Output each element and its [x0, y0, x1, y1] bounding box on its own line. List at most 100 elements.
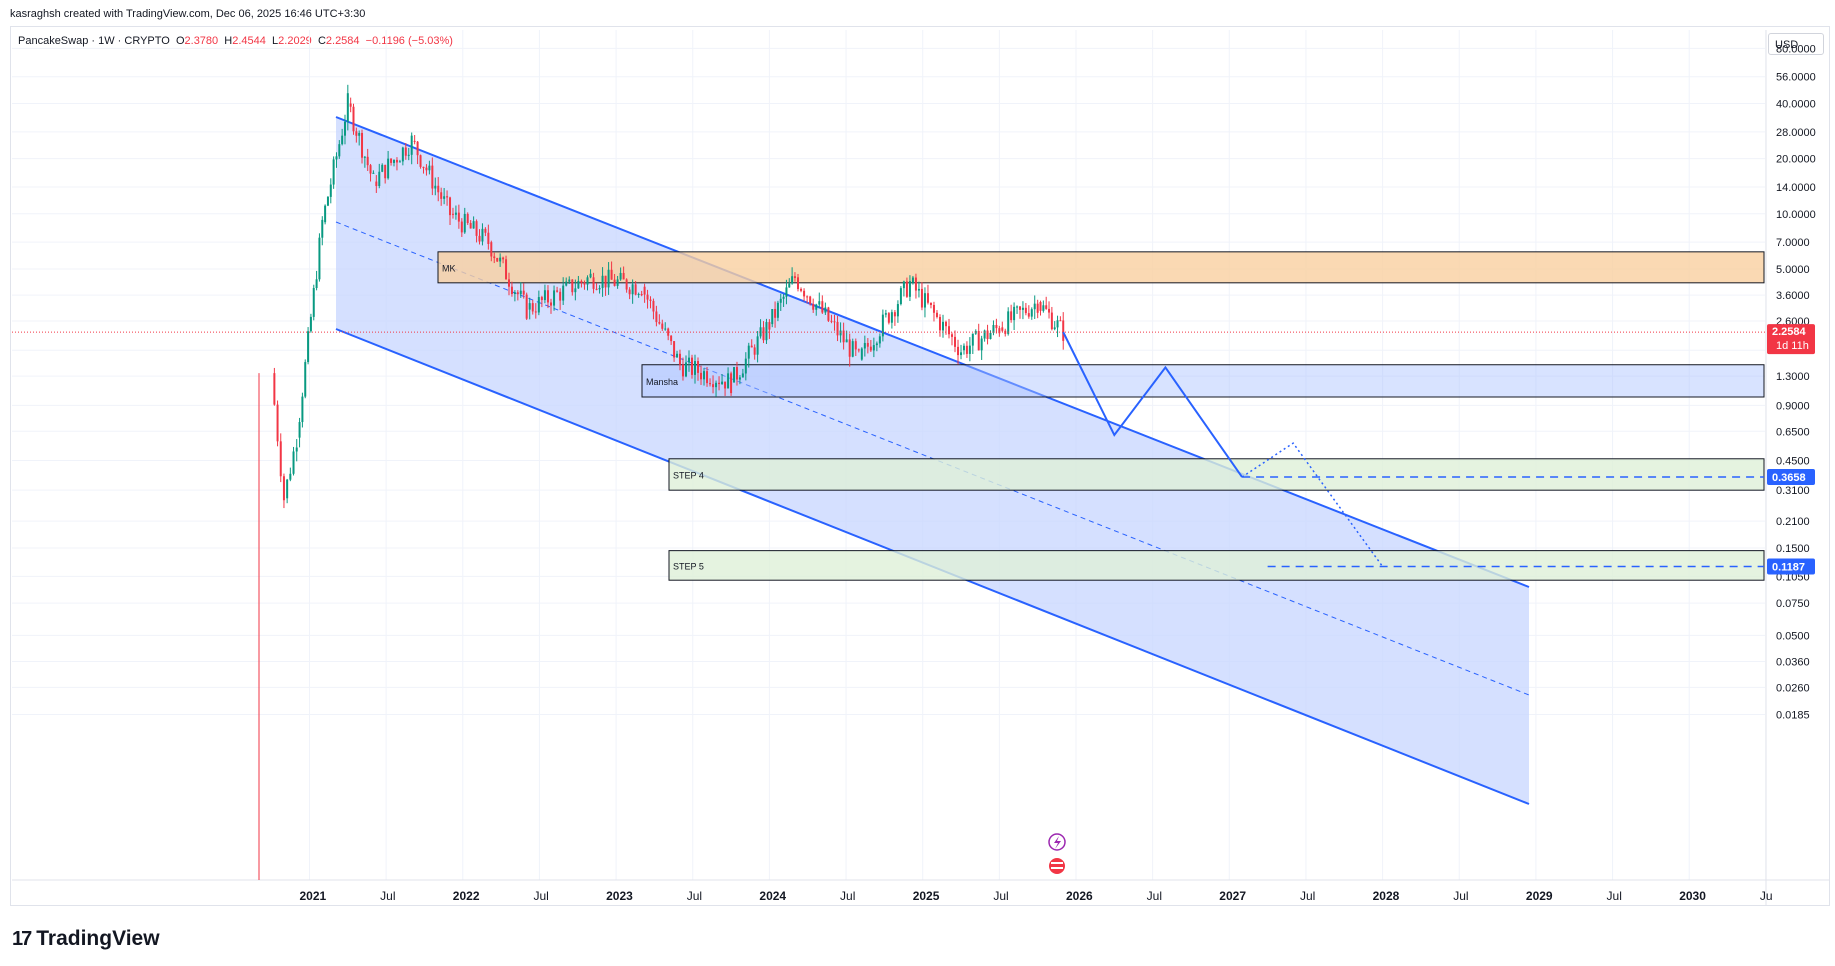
last-price-badge	[1767, 324, 1815, 355]
candle-body	[366, 156, 369, 166]
candle-body	[681, 364, 684, 377]
candle-body	[980, 338, 983, 351]
candle-body	[355, 131, 358, 136]
candle-body	[733, 367, 736, 383]
candle-body	[460, 221, 463, 233]
candle-body	[273, 373, 276, 405]
candle-body	[905, 281, 908, 297]
candle-body	[534, 311, 537, 313]
chart-frame	[10, 26, 1830, 906]
candle-body	[571, 279, 574, 293]
x-tick-label: 2022	[453, 889, 480, 903]
candle-body	[694, 361, 697, 375]
x-tick-label: 2030	[1679, 889, 1706, 903]
zone-box	[437, 251, 1765, 284]
y-tick-label: 10.0000	[1776, 209, 1816, 221]
candle-body	[842, 330, 845, 343]
candle-body	[1027, 313, 1030, 317]
x-axis: 2021 Jul 2022 Jul 2023 Jul 2024 Jul 2025 Jul 2026 J…	[300, 889, 1773, 903]
candle-body	[301, 396, 304, 423]
last-price-text: 2.2584	[1772, 326, 1807, 338]
y-tick-label: 0.1500	[1776, 543, 1810, 555]
candle-body	[908, 281, 911, 297]
candle-body	[604, 275, 607, 288]
candle-body	[1007, 311, 1010, 334]
candle-body	[592, 277, 595, 289]
candle-body	[304, 362, 307, 397]
candle-body	[741, 373, 744, 378]
x-tick-label: Jul	[687, 889, 702, 903]
currency-selector[interactable]: USD	[1768, 33, 1824, 55]
candle-body	[454, 212, 457, 215]
candle-body	[960, 352, 963, 356]
candle-body	[932, 304, 935, 313]
tradingview-logo[interactable]: 17 TradingView	[12, 927, 160, 951]
candle-body	[911, 277, 914, 283]
candle-body	[690, 357, 693, 375]
candle-body	[863, 342, 866, 349]
candle-body	[315, 279, 318, 289]
candle-body	[298, 422, 301, 438]
candle-body	[428, 165, 431, 171]
candle-body	[800, 288, 803, 291]
candle-body	[475, 221, 478, 236]
candle-body	[279, 441, 282, 477]
candle-body	[1050, 312, 1053, 330]
candle-body	[664, 328, 667, 330]
high-label: H	[224, 35, 233, 47]
candle-body	[923, 293, 926, 308]
x-tick-label: Jul	[1453, 889, 1468, 903]
candle-body	[481, 228, 484, 242]
candle-body	[957, 346, 960, 356]
candle-body	[881, 314, 884, 337]
candle-body	[419, 155, 422, 167]
candle-body	[451, 213, 454, 215]
candle-body	[381, 164, 384, 172]
x-tick-label: Jul	[993, 889, 1008, 903]
candle-body	[929, 302, 932, 305]
candle-body	[785, 287, 788, 297]
candle-body	[643, 286, 646, 295]
candle-body	[329, 184, 332, 197]
zone-label: STEP 4	[673, 470, 704, 480]
candle-body	[765, 322, 768, 341]
candle-body	[809, 296, 812, 305]
candle-body	[540, 297, 543, 301]
alternate-projection-path	[1241, 442, 1384, 568]
candle-body	[631, 284, 634, 295]
y-tick-label: 56.0000	[1776, 72, 1816, 84]
candle-body	[324, 205, 327, 223]
candle-body	[472, 221, 475, 229]
candle-body	[431, 165, 434, 189]
candle-body	[774, 309, 777, 318]
candle-body	[580, 280, 583, 283]
candle-body	[776, 302, 779, 318]
candle-body	[601, 275, 604, 289]
candle-body	[307, 331, 310, 363]
zone-box	[668, 458, 1765, 491]
projection-path	[1062, 331, 1243, 478]
candle-body	[845, 339, 848, 343]
candle-body	[712, 384, 715, 388]
x-tick-label: 2029	[1526, 889, 1553, 903]
x-tick-label: 2028	[1373, 889, 1400, 903]
y-tick-label: 0.2100	[1776, 516, 1810, 528]
candle-body	[848, 339, 851, 357]
candle-body	[703, 371, 706, 380]
candle-body	[941, 321, 944, 331]
candle-body	[469, 223, 472, 229]
candle-body	[390, 158, 393, 163]
candle-body	[948, 326, 951, 335]
candle-body	[410, 135, 413, 155]
x-tick-label: Jul	[1607, 889, 1622, 903]
candle-body	[992, 325, 995, 333]
ohlc-legend: PancakeSwap · 1W · CRYPTO O2.3780 H2.454…	[18, 35, 453, 47]
candle-body	[1045, 305, 1048, 309]
symbol-name[interactable]: PancakeSwap · 1W · CRYPTO	[18, 35, 170, 47]
candle-body	[1036, 303, 1039, 313]
x-tick-label: 2021	[300, 889, 327, 903]
candle-body	[977, 330, 980, 351]
candle-body	[562, 285, 565, 301]
candle-body	[727, 373, 730, 389]
